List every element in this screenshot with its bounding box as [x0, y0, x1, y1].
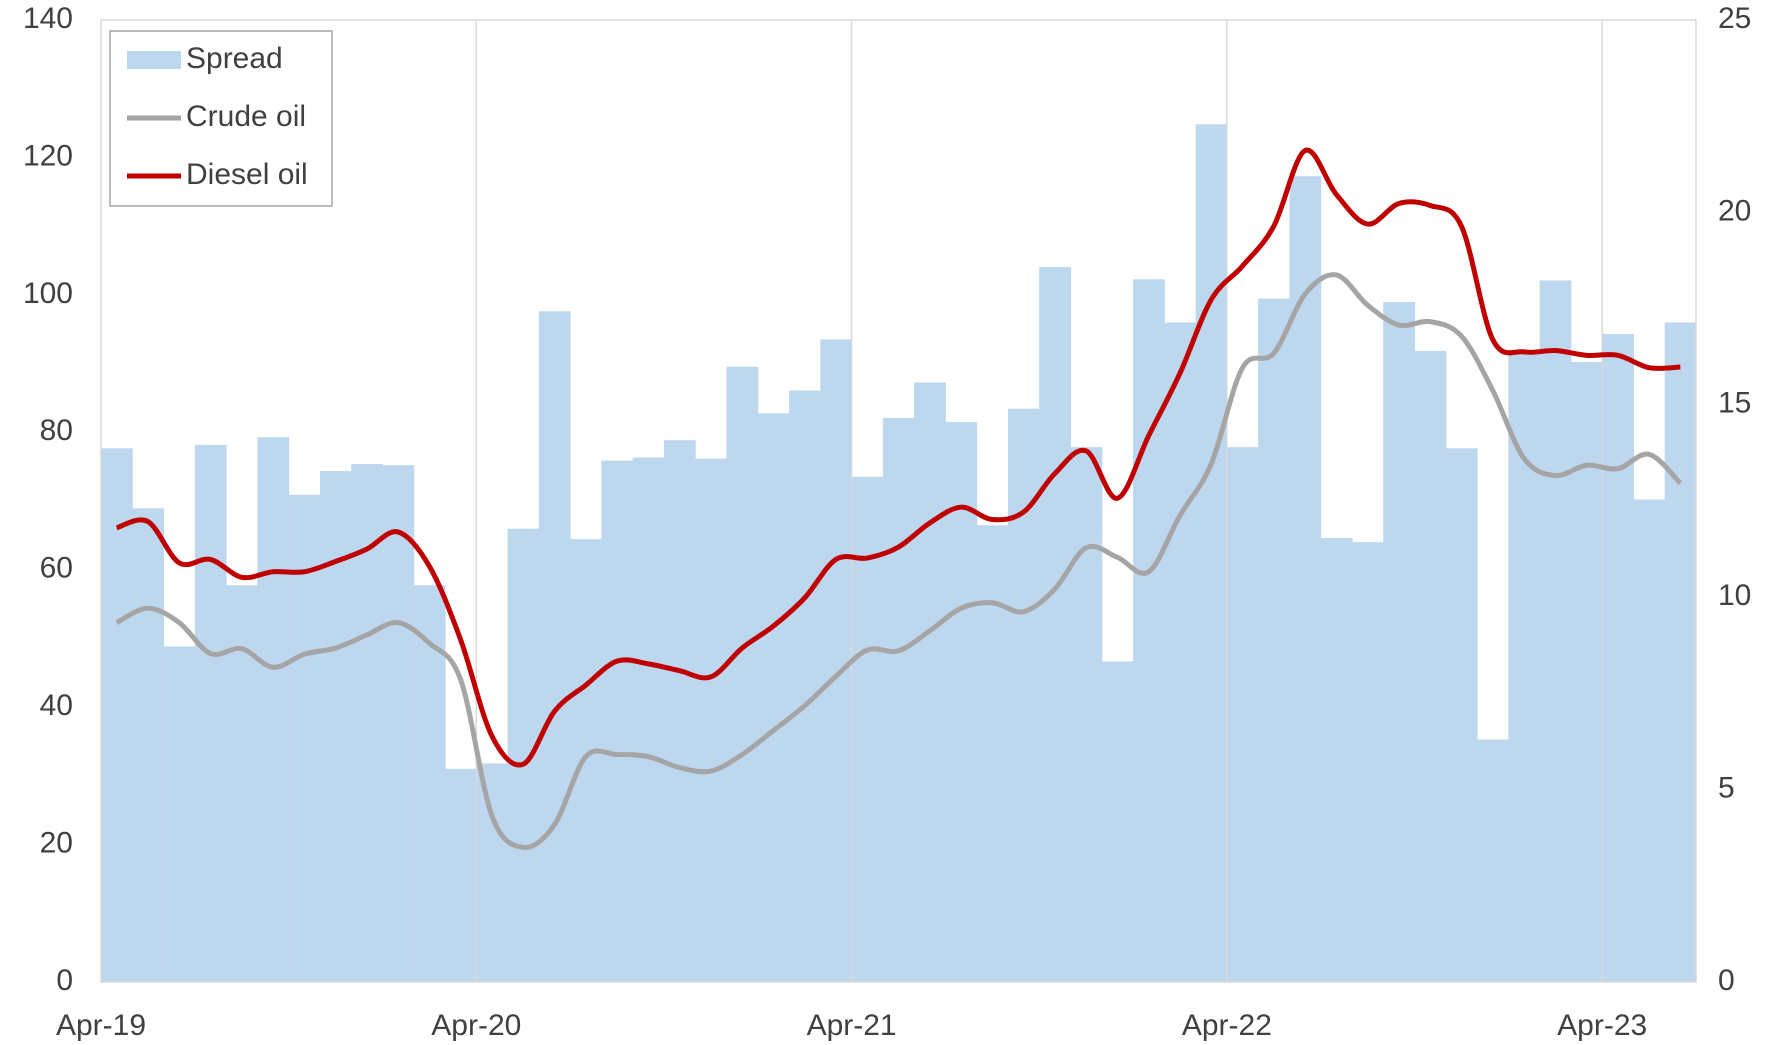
bar — [1445, 448, 1478, 982]
bar — [1101, 661, 1134, 982]
legend-label: Spread — [186, 42, 283, 75]
bar — [1602, 333, 1634, 982]
bar — [820, 339, 853, 982]
y2-tick-label: 15 — [1718, 387, 1751, 420]
grid — [475, 20, 1603, 982]
bars — [101, 124, 1697, 983]
bar — [445, 768, 477, 982]
bar — [1508, 350, 1541, 983]
bar — [976, 525, 1009, 982]
bar — [1164, 322, 1197, 983]
y-tick-label: 40 — [40, 689, 73, 722]
y2-tick-label: 0 — [1718, 964, 1735, 997]
y-tick-label: 60 — [40, 552, 73, 585]
legend-label: Diesel oil — [186, 158, 308, 191]
bar — [1195, 124, 1228, 982]
bar — [1477, 739, 1509, 982]
y-tick-label: 20 — [40, 826, 73, 859]
bar — [288, 494, 321, 982]
bar — [538, 311, 571, 983]
bar — [163, 646, 196, 982]
bar — [663, 440, 696, 982]
bar — [695, 458, 727, 982]
y2-tick-label: 10 — [1718, 579, 1751, 612]
bar — [570, 539, 602, 982]
bar — [1414, 350, 1447, 983]
bar — [757, 413, 790, 982]
bar — [1226, 447, 1259, 982]
bar — [632, 457, 665, 983]
legend: Spread Crude oil Diesel oil — [109, 30, 333, 207]
bar — [132, 508, 165, 982]
bar — [226, 585, 258, 982]
bar — [1664, 322, 1697, 983]
bar — [257, 437, 290, 983]
bar — [1633, 499, 1666, 982]
bar — [1258, 298, 1290, 982]
bar — [1133, 279, 1165, 982]
bar — [914, 382, 946, 983]
x-tick-label: Apr-21 — [807, 1009, 897, 1042]
bar — [1007, 408, 1040, 982]
legend-swatch — [127, 51, 181, 69]
y-tick-label: 120 — [23, 139, 73, 172]
bar — [1351, 542, 1384, 982]
bar — [1320, 537, 1353, 982]
y2-tick-label: 20 — [1718, 194, 1751, 227]
bar — [319, 470, 352, 982]
y-tick-label: 100 — [23, 277, 73, 310]
y-tick-label: 80 — [40, 414, 73, 447]
bar — [945, 422, 978, 983]
bar — [1539, 280, 1572, 982]
y-tick-label: 0 — [56, 964, 73, 997]
x-tick-label: Apr-23 — [1557, 1009, 1647, 1042]
y2-tick-label: 25 — [1718, 2, 1751, 35]
bar — [101, 448, 133, 982]
bar — [851, 476, 884, 982]
plot-border — [100, 19, 1697, 983]
bar — [882, 417, 915, 983]
legend-label: Crude oil — [186, 100, 306, 133]
bar — [601, 460, 634, 982]
bar — [507, 528, 540, 982]
bar — [476, 763, 509, 982]
bar — [1383, 302, 1416, 982]
y-tick-label: 140 — [23, 2, 73, 35]
bar — [194, 444, 227, 982]
bar — [1570, 362, 1603, 983]
x-tick-label: Apr-19 — [56, 1009, 146, 1042]
bar — [1070, 447, 1103, 982]
bar — [382, 465, 415, 982]
x-tick-label: Apr-20 — [431, 1009, 521, 1042]
y2-tick-label: 5 — [1718, 772, 1735, 805]
bar — [1039, 267, 1072, 982]
bar — [726, 366, 759, 982]
bar — [789, 390, 821, 983]
line — [115, 272, 1683, 850]
line — [115, 147, 1681, 768]
x-tick-label: Apr-22 — [1182, 1009, 1272, 1042]
